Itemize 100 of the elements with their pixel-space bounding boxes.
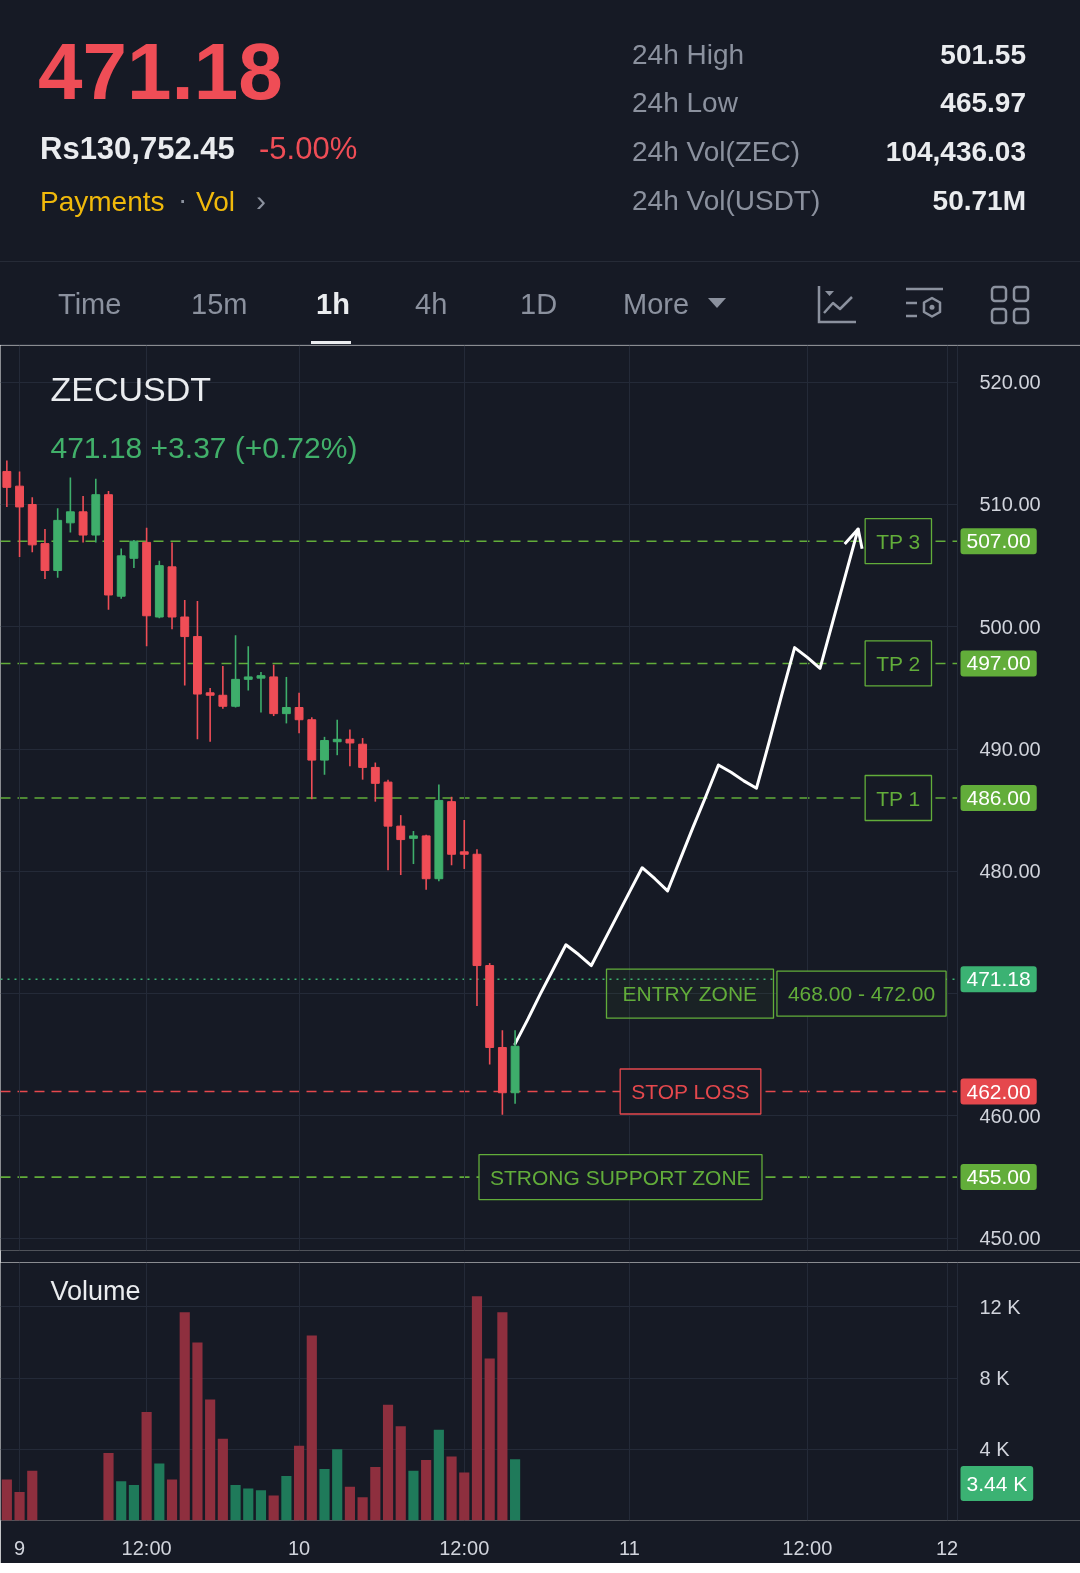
y-tick-label: 490.00	[979, 738, 1041, 761]
bar	[192, 1342, 203, 1521]
annotation: TP 1	[876, 786, 921, 810]
bar	[281, 1476, 292, 1521]
y-tick-label: 12 K	[979, 1295, 1022, 1318]
text: 4h	[415, 287, 448, 320]
ref-line-label: 455.00	[966, 1165, 1031, 1189]
candlestick	[320, 736, 329, 776]
x-tick-label: 12:00	[121, 1536, 172, 1559]
candlestick	[129, 539, 139, 569]
candlestick	[459, 819, 469, 870]
text: -5.00%	[259, 130, 358, 166]
text: 104,436.03	[885, 136, 1026, 167]
y-tick-label: 500.00	[979, 615, 1041, 638]
text: ZECUSDT	[50, 369, 212, 408]
text: 24h Low	[632, 87, 738, 118]
text: 15m	[191, 287, 248, 320]
bar	[141, 1411, 152, 1521]
bar	[1, 1479, 12, 1521]
y-tick-label: 8 K	[979, 1367, 1011, 1390]
annotation: TP 3	[876, 529, 921, 553]
bar	[268, 1495, 279, 1521]
text: 24h Vol(USDT)	[632, 185, 821, 216]
bar	[205, 1399, 216, 1521]
x-tick-label: 12	[935, 1536, 959, 1559]
bar	[179, 1312, 190, 1521]
text: Volume	[50, 1275, 141, 1306]
x-tick-label: 9	[14, 1536, 26, 1559]
text: Time	[58, 287, 122, 320]
bar	[166, 1479, 178, 1521]
x-tick-label: 12:00	[439, 1536, 490, 1559]
x-tick-label: 11	[619, 1536, 640, 1559]
text: 50.71M	[932, 185, 1026, 216]
candlestick	[180, 599, 190, 687]
bar	[497, 1312, 508, 1521]
bar	[459, 1472, 470, 1521]
text: Rs130,752.45	[40, 130, 235, 166]
bar	[471, 1296, 483, 1521]
bar	[103, 1452, 114, 1521]
candlestick	[65, 476, 75, 534]
annotation: TP 2	[876, 651, 921, 675]
ref-line-label: 486.00	[966, 786, 1031, 809]
bar	[116, 1481, 127, 1521]
text: 24h High	[632, 39, 745, 70]
candlestick	[332, 718, 342, 756]
ref-line-label: 507.00	[966, 529, 1031, 553]
text: 24h Vol(ZEC)	[632, 136, 801, 167]
annotation: STRONG SUPPORT ZONE	[490, 1165, 751, 1189]
text: More	[623, 287, 690, 320]
bar	[370, 1467, 381, 1521]
band-label: ENTRY ZONE	[622, 982, 758, 1006]
candlestick	[243, 645, 253, 692]
text: ·	[178, 184, 188, 215]
bar	[243, 1488, 254, 1521]
bar	[382, 1404, 394, 1521]
ref-line-label: 497.00	[966, 651, 1031, 675]
candlestick	[370, 761, 380, 803]
y-tick-label: 4 K	[979, 1438, 1011, 1461]
text: 501.55	[940, 39, 1026, 70]
bar	[357, 1497, 368, 1521]
bar	[217, 1438, 228, 1521]
bar	[408, 1470, 419, 1521]
bar	[433, 1429, 444, 1521]
bar	[319, 1468, 330, 1521]
candlestick	[409, 830, 418, 865]
candlestick	[256, 671, 266, 714]
candlestick	[345, 728, 355, 767]
bar	[306, 1335, 317, 1521]
bar	[27, 1470, 38, 1521]
ref-line-label: 471.18	[966, 967, 1031, 991]
candlestick	[15, 470, 24, 558]
y-tick-label: 450.00	[979, 1227, 1041, 1250]
y-tick-label: 520.00	[979, 371, 1041, 394]
text: ›	[256, 184, 266, 217]
candlestick	[2, 459, 12, 508]
x-tick-label: 10	[287, 1536, 311, 1559]
y-tick-label: 480.00	[979, 860, 1041, 883]
bar	[446, 1456, 457, 1521]
text: 1h	[316, 287, 350, 320]
text: 465.97	[940, 87, 1026, 118]
candlestick	[396, 814, 406, 876]
bar	[128, 1484, 139, 1521]
text: 471.18 +3.37 (+0.72%)	[50, 431, 358, 464]
bar	[344, 1486, 355, 1521]
candlestick	[294, 692, 304, 734]
candlestick	[78, 495, 88, 544]
bar	[484, 1358, 495, 1521]
text: 471.18	[38, 27, 283, 116]
candlestick	[205, 687, 215, 743]
annotation: 3.44 K	[966, 1472, 1028, 1495]
candlestick	[358, 737, 368, 781]
bar	[332, 1449, 343, 1521]
bar	[395, 1426, 406, 1521]
y-tick-label: 460.00	[979, 1104, 1041, 1127]
bar	[294, 1445, 305, 1521]
candlestick	[218, 665, 228, 710]
bar	[154, 1463, 165, 1521]
annotation: STOP LOSS	[631, 1080, 750, 1104]
candlestick	[281, 676, 291, 725]
bar	[510, 1459, 521, 1521]
